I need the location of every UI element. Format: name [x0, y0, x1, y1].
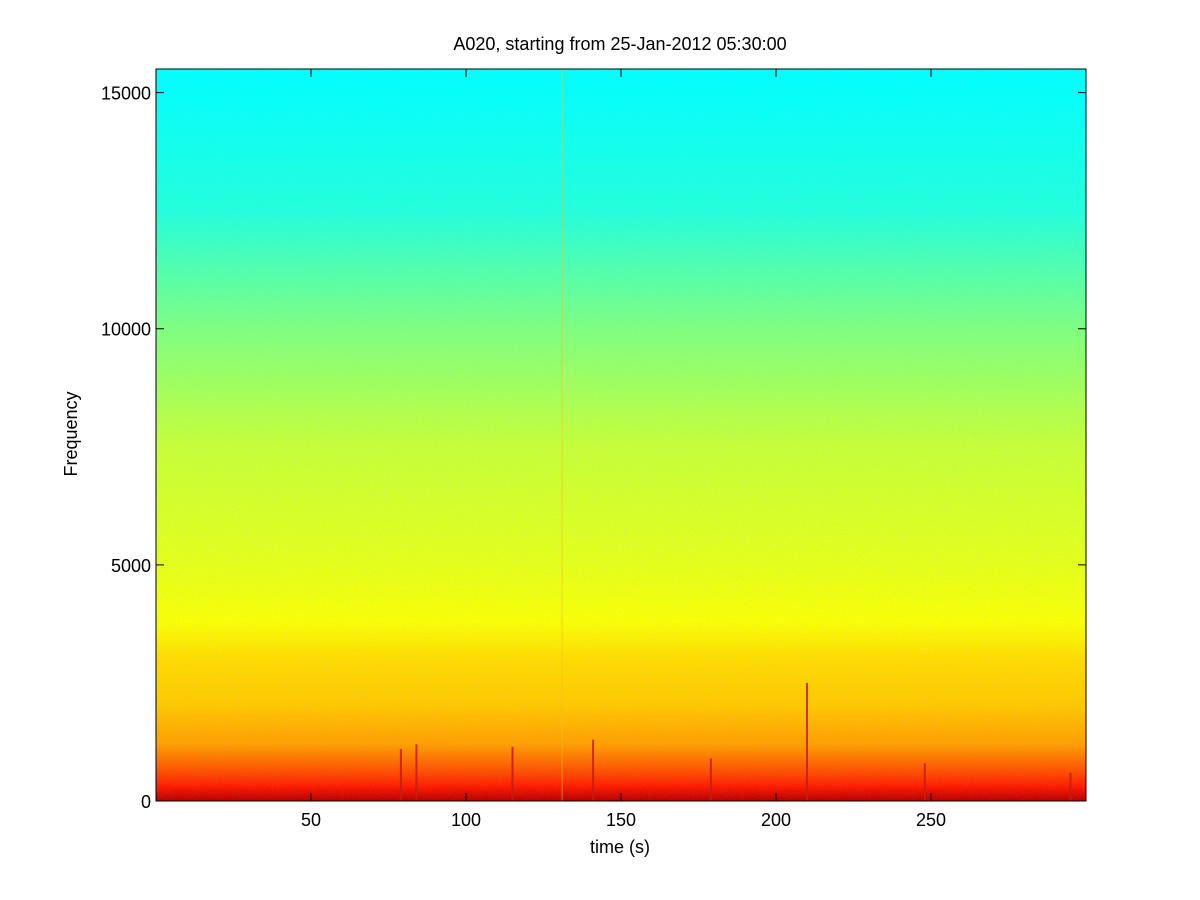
- plot-area: [156, 69, 1086, 801]
- x-tick-label: 150: [606, 810, 636, 830]
- x-tick-label: 250: [916, 810, 946, 830]
- transient-marks: [399, 69, 1072, 801]
- x-tick-label: 100: [451, 810, 481, 830]
- x-axis: 50 100 150 200 250: [301, 69, 946, 830]
- y-axis: 0 5000 10000 15000: [101, 84, 1086, 812]
- y-tick-label: 0: [141, 792, 151, 812]
- chart-title: A020, starting from 25-Jan-2012 05:30:00: [453, 34, 786, 54]
- x-axis-label: time (s): [590, 837, 650, 857]
- y-tick-label: 15000: [101, 84, 151, 104]
- x-tick-label: 50: [301, 810, 321, 830]
- spectrogram-noise: [156, 69, 1086, 801]
- y-tick-label: 10000: [101, 320, 151, 340]
- x-tick-label: 200: [761, 810, 791, 830]
- y-axis-label: Frequency: [61, 391, 81, 476]
- y-tick-label: 5000: [111, 556, 151, 576]
